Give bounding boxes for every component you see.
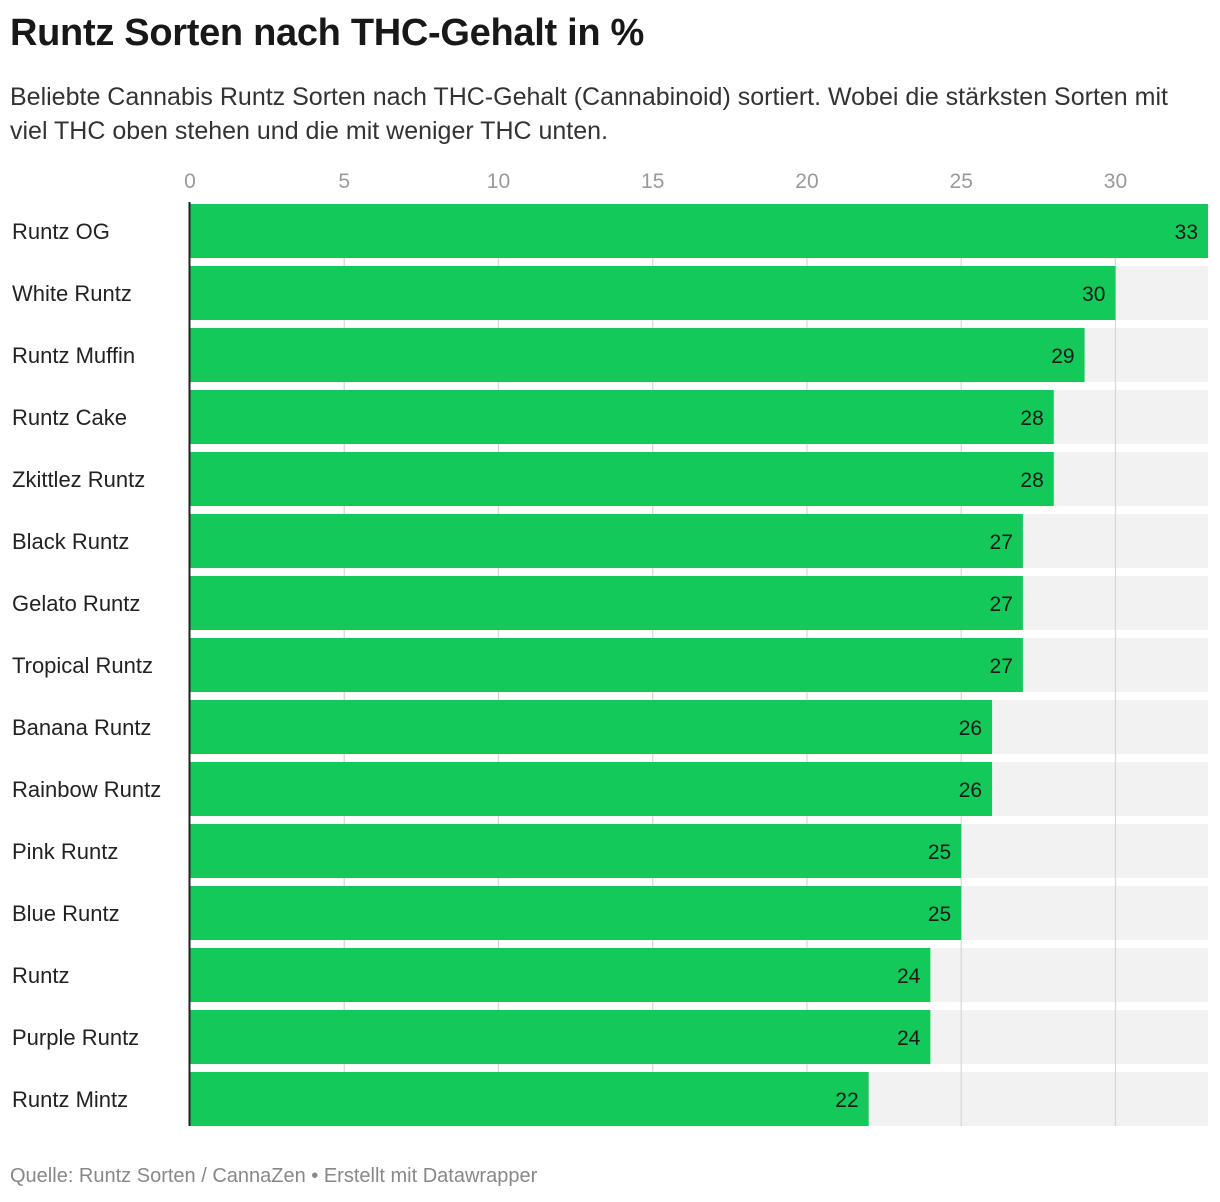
value-label: 24 [897,965,921,988]
bar [190,824,962,878]
category-label: Banana Runtz [12,715,151,740]
bar [190,328,1085,382]
bar [190,390,1054,444]
bar [190,1072,869,1126]
value-label: 27 [990,593,1013,616]
bar [190,886,962,940]
category-label: Rainbow Runtz [12,777,161,802]
value-label: 29 [1051,345,1074,368]
bar [190,452,1054,506]
value-label: 24 [897,1027,921,1050]
category-label: Gelato Runtz [12,591,140,616]
category-label: Runtz [12,963,69,988]
value-label: 27 [990,531,1013,554]
category-label: Runtz OG [12,219,110,244]
bar [190,1010,931,1064]
bar [190,762,993,816]
bar-chart: 0 5 10 15 20 25 30 Runtz OG 33 White Runtz 30 Runtz… [12,170,1208,1126]
category-label: Black Runtz [12,529,129,554]
category-label: Pink Runtz [12,839,118,864]
value-label: 25 [928,903,951,926]
bar [190,266,1116,320]
x-tick-label: 15 [641,170,664,193]
value-label: 27 [990,655,1013,678]
category-label: Blue Runtz [12,901,120,926]
bar [190,204,1208,258]
category-label: Runtz Muffin [12,343,135,368]
value-label: 28 [1020,469,1043,492]
category-label: Runtz Cake [12,405,127,430]
chart-subtitle: Beliebte Cannabis Runtz Sorten nach THC-… [10,83,1168,145]
source-note: Quelle: Runtz Sorten / CannaZen • Erstel… [10,1165,538,1187]
value-label: 28 [1020,407,1043,430]
bar [190,638,1023,692]
value-label: 30 [1082,283,1105,306]
category-label: Purple Runtz [12,1025,139,1050]
bar [190,948,931,1002]
category-label: Runtz Mintz [12,1087,128,1112]
x-tick-label: 0 [184,170,196,193]
chart-title: Runtz Sorten nach THC-Gehalt in % [10,12,645,54]
x-tick-label: 20 [795,170,818,193]
bar [190,514,1023,568]
category-label: White Runtz [12,281,132,306]
value-label: 26 [959,779,982,802]
bar [190,576,1023,630]
x-tick-label: 25 [950,170,973,193]
bar [190,700,993,754]
category-label: Tropical Runtz [12,653,153,678]
x-tick-label: 5 [338,170,350,193]
value-label: 25 [928,841,951,864]
value-label: 33 [1175,221,1198,244]
value-label: 22 [835,1089,858,1112]
category-label: Zkittlez Runtz [12,467,145,492]
x-tick-label: 10 [487,170,510,193]
x-tick-label: 30 [1104,170,1127,193]
value-label: 26 [959,717,982,740]
